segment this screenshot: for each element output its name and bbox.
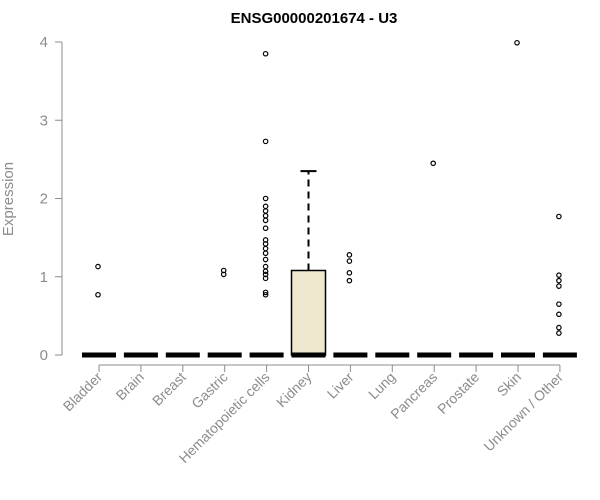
outlier-point (95, 291, 101, 298)
x-tick-label: Brain (113, 369, 147, 403)
outlier-point (262, 245, 269, 252)
outlier-point (556, 324, 562, 331)
outlier-point (262, 291, 269, 298)
outlier-point (262, 237, 269, 243)
outlier-point (262, 250, 269, 257)
outlier-point (262, 217, 269, 224)
box-group (333, 252, 368, 358)
box-rect (290, 269, 327, 356)
outlier-point (556, 283, 562, 289)
outlier-point (556, 213, 562, 220)
outlier-point (262, 271, 269, 278)
outlier-point (556, 330, 562, 336)
plot-area (82, 39, 577, 358)
outlier-point (346, 277, 353, 284)
outlier-point (262, 268, 269, 275)
box-group (417, 160, 452, 358)
outlier-point (262, 195, 269, 202)
box-group (501, 39, 535, 358)
outlier-point (262, 212, 269, 219)
outlier-point (262, 50, 269, 57)
box-group (207, 267, 242, 358)
y-tick-label: 4 (40, 34, 48, 51)
x-tick-label: Liver (324, 369, 357, 402)
outlier-point (95, 263, 101, 270)
outlier-point (262, 208, 269, 214)
outlier-point (556, 272, 562, 278)
y-tick-label: 2 (40, 191, 48, 208)
box-group (249, 50, 284, 358)
y-tick-label: 3 (40, 112, 48, 129)
x-tick-label: Kidney (273, 369, 315, 411)
outlier-point (556, 311, 562, 318)
y-tick-label: 0 (40, 347, 48, 364)
x-tick-label: Pancreas (387, 369, 440, 422)
outlier-point (556, 277, 562, 284)
x-tick-label: Breast (149, 369, 189, 409)
outlier-point (262, 256, 269, 263)
outlier-point (346, 270, 353, 276)
outlier-point (262, 289, 269, 296)
outlier-point (262, 203, 269, 210)
outlier-point (262, 138, 269, 145)
chart-title: ENSG00000201674 - U3 (231, 10, 398, 27)
x-tick-label: Lung (365, 369, 398, 402)
outlier-point (556, 301, 562, 307)
y-tick-label: 1 (40, 269, 48, 286)
outlier-point (220, 267, 227, 274)
outlier-point (430, 160, 437, 167)
y-axis: 0 1 2 3 4 (40, 34, 63, 364)
y-axis-label: Expression (0, 162, 17, 236)
outlier-point (262, 225, 269, 232)
box-group (290, 170, 327, 358)
outlier-point (262, 263, 269, 270)
box-group (82, 263, 116, 358)
x-tick-label: Prostate (434, 369, 482, 417)
outlier-point (346, 252, 353, 258)
x-tick-label: Skin (494, 369, 525, 400)
outlier-point (346, 258, 353, 264)
x-tick-label: Bladder (60, 369, 106, 415)
outlier-point (514, 39, 520, 46)
x-tick-label: Unknown / Other (480, 369, 566, 455)
box-group (542, 213, 577, 358)
